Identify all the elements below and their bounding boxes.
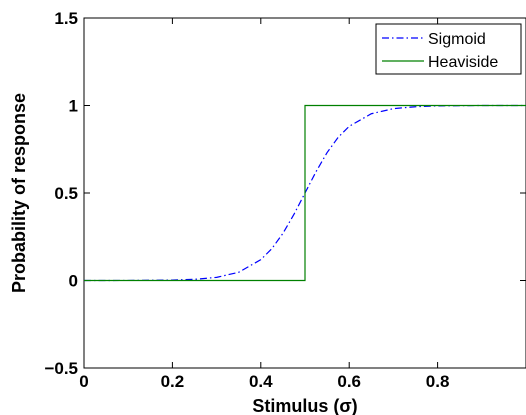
legend-label-heaviside: Heaviside	[428, 54, 498, 71]
legend: Sigmoid Heaviside	[375, 23, 522, 75]
y-tick-label: 0	[69, 272, 78, 291]
series-lines	[83, 104, 526, 282]
series-line-heaviside	[84, 104, 526, 282]
y-axis-title: Probability of response	[9, 93, 29, 293]
y-tick-label: 0.5	[54, 184, 78, 203]
x-tick-label: 0.4	[249, 372, 273, 391]
y-tick-label: 1	[69, 97, 78, 116]
y-tick-label: 1.5	[54, 9, 78, 28]
legend-label-sigmoid: Sigmoid	[428, 31, 486, 48]
axis-ticks: 0 0.2 0.4 0.6 0.8−0.500.511.5	[44, 9, 526, 391]
legend-box	[375, 23, 522, 75]
x-axis-title: Stimulus (σ)	[252, 396, 357, 415]
x-tick-label: 0.2	[161, 372, 185, 391]
y-tick-label: −0.5	[44, 359, 78, 378]
x-tick-label: 0.6	[337, 372, 361, 391]
x-tick-label: 0	[79, 372, 88, 391]
x-tick-label: 0.8	[426, 372, 450, 391]
